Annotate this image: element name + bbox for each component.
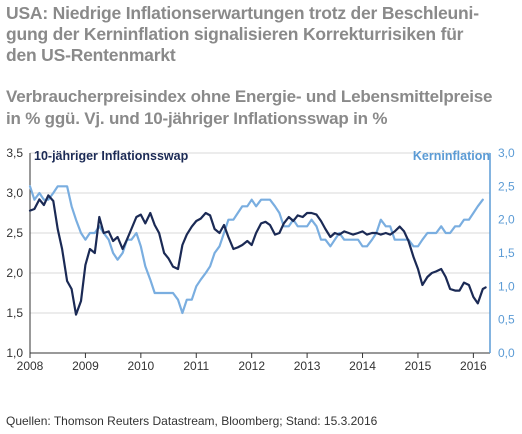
x-tick-label: 2013 [294,359,321,373]
y-left-tick-label: 2,5 [6,226,23,240]
y-right-tick-label: 1,5 [498,246,515,260]
chart-title-line: gung der Kerninflation signalisieren Kor… [6,24,464,44]
series-line-inflationsswap [28,194,487,316]
legend-swap: 10-jähriger Inflationsswap [34,149,189,163]
chart-labels: 1,0 1,5 2,0 2,5 3,0 3,5 0,0 0,5 1,0 1,5 2,0 2,5 3,0 2… [6,146,515,373]
x-tick-label: 2014 [349,359,376,373]
y-right-tick-label: 0,5 [498,313,515,327]
y-left-tick-label: 1,5 [6,306,23,320]
y-right-tick-label: 3,0 [498,146,515,160]
x-tick-label: 2015 [405,359,432,373]
y-right-tick-label: 2,0 [498,213,515,227]
chart-title-line: den US-Rentenmarkt [6,45,176,65]
legend-kerninflation: Kerninflation [413,149,490,163]
x-tick-label: 2012 [238,359,265,373]
y-left-tick-label: 2,0 [6,266,23,280]
source-note: Quellen: Thomson Reuters Datastream, Blo… [6,414,378,428]
chart-axes [29,153,491,358]
x-tick-label: 2008 [17,359,44,373]
y-right-tick-label: 2,5 [498,179,515,193]
x-tick-label: 2009 [72,359,99,373]
grid-lines [30,152,490,354]
y-right-tick-label: 0,0 [498,346,515,360]
y-left-tick-label: 1,0 [6,346,23,360]
chart-title: USA: Niedrige Inflationserwartungen trot… [6,3,518,66]
y-left-tick-label: 3,5 [6,146,23,160]
x-tick-label: 2011 [183,359,209,373]
chart-subtitle: Verbraucherpreisindex ohne Energie- und … [6,86,518,130]
y-left-tick-label: 3,0 [6,186,23,200]
chart-series [28,185,487,316]
chart-subtitle-line: Verbraucherpreisindex ohne Energie- und … [6,87,493,106]
series-line-kerninflation [28,185,484,315]
y-right-tick-label: 1,0 [498,279,515,293]
chart-title-line: USA: Niedrige Inflationserwartungen trot… [6,3,479,23]
chart-subtitle-line: in % ggü. Vj. und 10-jähriger Inflations… [6,109,388,128]
x-tick-label: 2010 [127,359,154,373]
x-tick-label: 2016 [460,359,487,373]
